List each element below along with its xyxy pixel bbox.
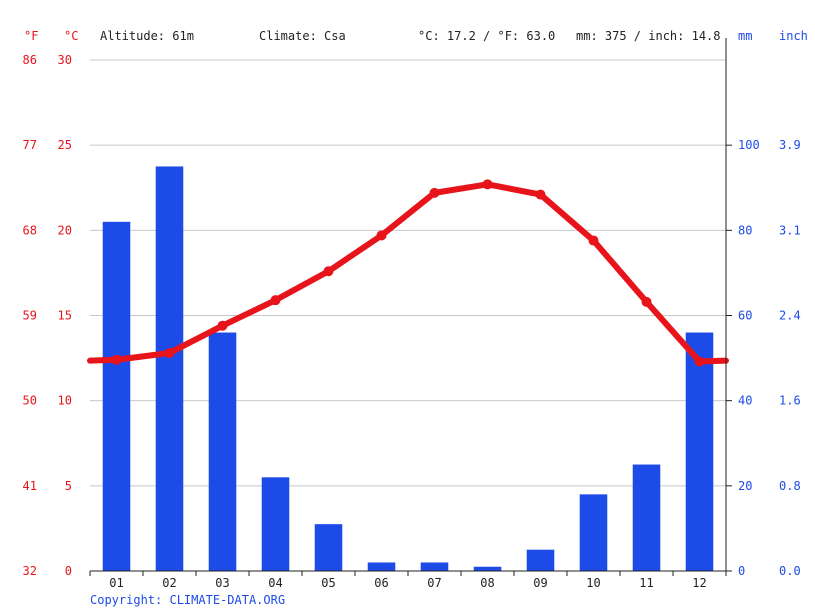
- precipitation-bar: [420, 562, 449, 571]
- celsius-tick-label: 20: [58, 223, 72, 237]
- temperature-point: [111, 354, 122, 365]
- fahrenheit-tick-label: 50: [23, 394, 37, 408]
- climate-label: Climate: Csa: [259, 29, 346, 43]
- axes: [89, 38, 732, 576]
- precipitation-bars: [102, 166, 714, 572]
- celsius-tick-label: 0: [65, 564, 72, 578]
- inch-tick-label: 0.0: [779, 564, 801, 578]
- temperature-point: [588, 235, 599, 246]
- inch-tick-label: 3.1: [779, 223, 801, 237]
- celsius-tick-label: 25: [58, 138, 72, 152]
- celsius-unit-label: °C: [64, 29, 78, 43]
- temperature-point: [323, 266, 334, 277]
- fahrenheit-tick-label: 68: [23, 223, 37, 237]
- fahrenheit-tick-label: 41: [23, 479, 37, 493]
- mm-tick-label: 100: [738, 138, 760, 152]
- mm-tick-label: 80: [738, 223, 752, 237]
- average-temperature-label: °C: 17.2 / °F: 63.0: [418, 29, 555, 43]
- fahrenheit-tick-label: 86: [23, 53, 37, 67]
- temperature-point: [641, 296, 652, 307]
- celsius-tick-label: 5: [65, 479, 72, 493]
- temperature-point: [694, 356, 705, 367]
- fahrenheit-unit-label: °F: [24, 29, 38, 43]
- precipitation-total-label: mm: 375 / inch: 14.8: [576, 29, 721, 43]
- fahrenheit-tick-label: 77: [23, 138, 37, 152]
- inch-tick-label: 2.4: [779, 309, 801, 323]
- temperature-point: [217, 320, 228, 331]
- temperature-line-path: [87, 181, 729, 365]
- inch-tick-label: 3.9: [779, 138, 801, 152]
- precipitation-bar: [632, 464, 661, 571]
- temperature-point: [376, 230, 387, 241]
- mm-tick-label: 20: [738, 479, 752, 493]
- month-label: 09: [533, 576, 547, 590]
- copyright-label: Copyright: CLIMATE-DATA.ORG: [90, 593, 285, 607]
- month-label: 07: [427, 576, 441, 590]
- fahrenheit-tick-label: 59: [23, 309, 37, 323]
- precipitation-bar: [261, 477, 290, 571]
- precipitation-bar: [102, 221, 131, 572]
- celsius-tick-label: 30: [58, 53, 72, 67]
- month-label: 11: [639, 576, 653, 590]
- fahrenheit-tick-label: 32: [23, 564, 37, 578]
- month-label: 08: [480, 576, 494, 590]
- temperature-line: [87, 179, 729, 367]
- precipitation-bar: [314, 524, 343, 571]
- celsius-tick-label: 10: [58, 394, 72, 408]
- month-label: 04: [268, 576, 282, 590]
- precipitation-bar: [579, 494, 608, 571]
- temperature-point: [429, 187, 440, 198]
- month-label: 12: [692, 576, 706, 590]
- precipitation-bar: [685, 332, 714, 571]
- month-label: 01: [109, 576, 123, 590]
- temperature-point: [270, 295, 281, 306]
- temperature-point: [535, 189, 546, 200]
- month-label: 10: [586, 576, 600, 590]
- precipitation-bar: [473, 566, 502, 571]
- mm-unit-label: mm: [738, 29, 752, 43]
- inch-unit-label: inch: [779, 29, 808, 43]
- temperature-point: [482, 179, 493, 190]
- inch-tick-label: 1.6: [779, 394, 801, 408]
- month-label: 02: [162, 576, 176, 590]
- mm-tick-label: 0: [738, 564, 745, 578]
- precipitation-bar: [208, 332, 237, 571]
- month-label: 06: [374, 576, 388, 590]
- month-label: 03: [215, 576, 229, 590]
- precipitation-bar: [526, 549, 555, 571]
- month-label: 05: [321, 576, 335, 590]
- mm-tick-label: 60: [738, 309, 752, 323]
- temperature-point: [164, 347, 175, 358]
- precipitation-bar: [367, 562, 396, 571]
- precipitation-bar: [155, 166, 184, 572]
- inch-tick-label: 0.8: [779, 479, 801, 493]
- gridlines: [90, 59, 726, 487]
- altitude-label: Altitude: 61m: [100, 29, 194, 43]
- celsius-tick-label: 15: [58, 309, 72, 323]
- mm-tick-label: 40: [738, 394, 752, 408]
